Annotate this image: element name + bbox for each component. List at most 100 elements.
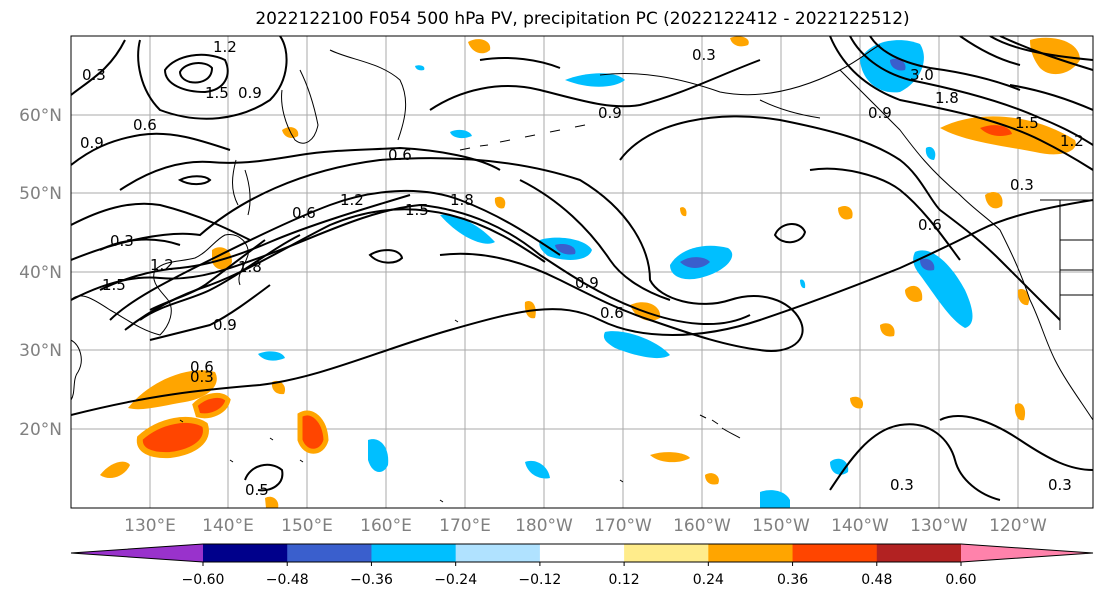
- pv-contour: [999, 36, 1093, 111]
- precip-negative-region: [603, 331, 670, 359]
- colorbar-tick-label: 0.60: [945, 572, 976, 588]
- precip-positive-region: [850, 396, 864, 409]
- pv-contour: [99, 194, 411, 291]
- lon-label: 170°E: [439, 516, 491, 536]
- contour-label: 1.8: [238, 258, 262, 276]
- precip-positive-region: [650, 452, 690, 463]
- precip-positive-region: [494, 196, 506, 209]
- contour-label: 0.3: [190, 368, 214, 386]
- precip-positive-region: [271, 380, 286, 395]
- precip-positive-region: [212, 247, 232, 270]
- pv-contour: [368, 249, 404, 264]
- colorbar-extension-max: [961, 544, 1093, 562]
- colorbar-bin: [539, 544, 625, 562]
- precip-negative-region: [555, 244, 576, 255]
- precip-positive-region: [297, 410, 329, 454]
- contour-label: 3.0: [910, 66, 934, 84]
- colorbar-bin: [455, 544, 541, 562]
- colorbar-tick-label: 0.48: [861, 572, 892, 588]
- figure-title: 2022122100 F054 500 hPa PV, precipitatio…: [255, 9, 910, 29]
- lon-labels: 130°E 140°E 150°E 160°E 170°E 180°W 170°W 160°W…: [124, 516, 1047, 536]
- coastlines: [71, 44, 1093, 503]
- lon-label: 150°E: [281, 516, 333, 536]
- pv-contour: [849, 36, 1093, 146]
- colorbar-tick-label: −0.36: [350, 572, 393, 588]
- lon-label: 150°W: [752, 516, 810, 536]
- contour-label: 0.3: [692, 46, 716, 64]
- colorbar-tick-label: 0.12: [609, 572, 640, 588]
- precip-positive-region: [940, 116, 1076, 155]
- precip-negative-region: [800, 279, 806, 289]
- contour-label: 0.3: [1048, 476, 1072, 494]
- hawaii-islands: [699, 414, 741, 439]
- precip-negative-region: [440, 214, 495, 244]
- pv-contour: [619, 115, 1061, 321]
- pacific-islands: [179, 319, 624, 503]
- precip-positive-region: [468, 39, 491, 54]
- map-frame: [70, 35, 1094, 509]
- lat-label: 60°N: [19, 106, 62, 126]
- precip-positive-region: [838, 206, 853, 220]
- precipitation-shading: [100, 36, 1080, 508]
- pv-contour: [71, 39, 231, 166]
- precip-positive-region: [265, 496, 279, 508]
- precip-positive-region: [128, 370, 217, 410]
- lon-label: 160°E: [360, 516, 412, 536]
- precip-positive-region: [1014, 403, 1026, 421]
- contour-label: 0.6: [388, 146, 412, 164]
- pv-contour: [109, 189, 561, 321]
- colorbar-tick-label: −0.24: [434, 572, 477, 588]
- lon-label: 160°W: [673, 516, 731, 536]
- contour-label: 0.9: [868, 104, 892, 122]
- colorbar-bin: [371, 544, 457, 562]
- kamchatka-coastline: [281, 49, 407, 144]
- pv-contour: [809, 167, 961, 261]
- asia-coastline: [71, 234, 249, 401]
- lat-labels: 60°N 50°N 40°N 30°N 20°N: [19, 106, 62, 440]
- precip-positive-region: [980, 125, 1012, 136]
- precip-negative-region: [368, 439, 389, 473]
- precip-negative-region: [258, 351, 285, 361]
- contour-label: 1.5: [405, 201, 429, 219]
- lat-label: 40°N: [19, 263, 62, 283]
- contour-label: 0.9: [238, 84, 262, 102]
- contour-label: 1.5: [102, 276, 126, 294]
- colorbar-tick-label: 0.36: [777, 572, 808, 588]
- contour-labels: 1.2 1.5 0.9 0.3 0.6 0.9 0.3 0.9 3.0 1.8 …: [80, 38, 1084, 499]
- precip-negative-region: [525, 460, 550, 479]
- pv-contour: [71, 203, 751, 325]
- colorbar-bin: [287, 544, 372, 562]
- pv-contour: [149, 239, 266, 311]
- contour-label: 1.2: [213, 38, 237, 56]
- precip-negative-region: [680, 257, 710, 268]
- precip-negative-region: [565, 73, 625, 87]
- contour-label: 0.6: [133, 116, 157, 134]
- contour-label: 0.6: [190, 358, 214, 376]
- pv-contour: [773, 223, 807, 244]
- precip-positive-region: [880, 323, 895, 337]
- lon-label: 180°W: [515, 516, 573, 536]
- precip-positive-region: [905, 285, 923, 302]
- lat-label: 30°N: [19, 341, 62, 361]
- pv-contour: [869, 36, 1093, 91]
- contour-label: 1.2: [150, 256, 174, 274]
- pv-contours-core: [109, 189, 561, 341]
- precip-negative-region: [415, 65, 425, 71]
- pv-contour: [139, 234, 301, 321]
- precip-negative-region: [760, 490, 790, 508]
- colorbar-bin: [792, 544, 878, 562]
- pv-contour: [71, 157, 804, 352]
- precip-positive-region: [730, 36, 749, 47]
- precip-positive-region: [100, 461, 130, 479]
- pv-contour: [178, 62, 214, 84]
- pv-contour: [71, 199, 1093, 416]
- lat-label: 50°N: [19, 184, 62, 204]
- precip-negative-region: [890, 58, 906, 71]
- colorbar-tick-label: −0.12: [518, 572, 561, 588]
- contour-label: 1.5: [205, 84, 229, 102]
- alaska-coastline: [599, 44, 1093, 421]
- contour-label: 1.8: [450, 191, 474, 209]
- pv-contours: [71, 36, 1093, 501]
- lon-label: 140°W: [831, 516, 889, 536]
